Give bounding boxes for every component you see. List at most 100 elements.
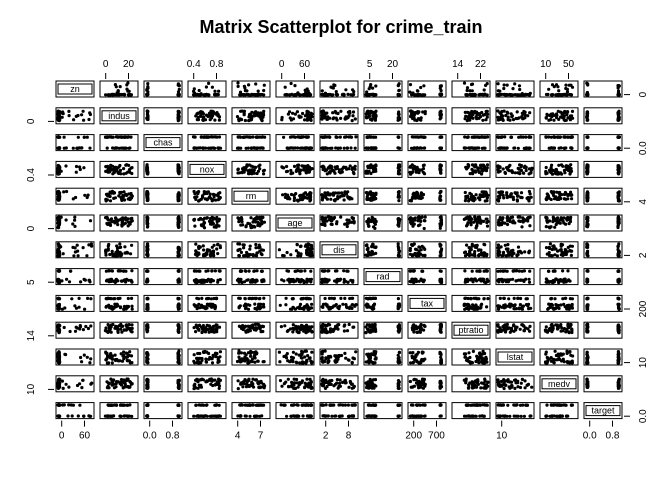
scatter-point bbox=[214, 198, 218, 202]
scatter-point bbox=[616, 296, 620, 300]
scatter-point bbox=[310, 302, 314, 306]
scatter-point bbox=[126, 89, 130, 93]
scatter-point bbox=[559, 110, 563, 114]
scatter-point bbox=[479, 163, 483, 167]
scatter-point bbox=[499, 135, 503, 139]
scatter-point bbox=[438, 269, 442, 273]
scatter-point bbox=[467, 163, 471, 167]
scatter-point bbox=[340, 170, 344, 174]
scatter-point bbox=[515, 198, 519, 202]
scatter-point bbox=[397, 172, 401, 176]
scatter-point bbox=[336, 277, 340, 281]
scatter-point bbox=[557, 117, 561, 121]
scatter-point bbox=[56, 118, 61, 122]
scatter-point bbox=[248, 168, 252, 172]
scatter-point bbox=[258, 163, 262, 167]
scatter-point bbox=[508, 305, 512, 309]
scatter-point bbox=[462, 146, 467, 150]
scatter-point bbox=[201, 146, 205, 150]
scatter-point bbox=[558, 218, 562, 222]
scatter-point bbox=[213, 269, 217, 273]
scatter-point bbox=[251, 296, 255, 301]
scatter-point bbox=[145, 222, 149, 226]
scatter-point bbox=[216, 146, 220, 150]
scatter-point bbox=[475, 279, 479, 283]
scatter-point bbox=[177, 269, 181, 273]
scatter-point bbox=[565, 218, 569, 222]
scatter-point bbox=[64, 218, 68, 222]
scatter-point bbox=[368, 166, 372, 170]
scatter-point bbox=[123, 221, 127, 225]
scatter-point bbox=[308, 168, 312, 172]
scatter-point bbox=[196, 118, 201, 122]
scatter-point bbox=[303, 269, 307, 273]
scatter-point bbox=[146, 172, 150, 176]
scatter-point bbox=[396, 297, 400, 301]
scatter-point bbox=[408, 170, 412, 174]
scatter-point bbox=[263, 135, 267, 139]
scatter-point bbox=[470, 217, 474, 221]
scatter-point bbox=[244, 269, 248, 273]
scatter-point bbox=[87, 117, 91, 122]
scatter-point bbox=[306, 246, 311, 250]
scatter-point bbox=[243, 118, 247, 123]
scatter-point bbox=[294, 192, 298, 196]
scatter-point bbox=[235, 115, 240, 119]
scatter-point bbox=[284, 296, 288, 300]
scatter-point bbox=[552, 193, 556, 198]
scatter-point bbox=[255, 269, 259, 273]
scatter-point bbox=[367, 224, 371, 228]
scatter-point bbox=[124, 171, 128, 175]
scatter-point bbox=[480, 146, 484, 150]
scatter-point bbox=[616, 245, 620, 249]
scatter-point bbox=[246, 307, 251, 311]
scatter-point bbox=[62, 146, 66, 150]
scatter-point bbox=[463, 250, 468, 254]
scatter-point bbox=[353, 117, 357, 121]
scatter-point bbox=[503, 171, 508, 175]
scatter-point bbox=[338, 304, 342, 308]
scatter-point bbox=[570, 109, 575, 113]
scatter-point bbox=[238, 247, 242, 251]
scatter-point bbox=[397, 112, 401, 116]
scatter-point bbox=[74, 170, 78, 174]
scatter-point bbox=[329, 166, 333, 170]
scatter-point bbox=[438, 198, 442, 202]
scatter-point bbox=[396, 93, 400, 97]
scatter-point bbox=[422, 246, 426, 250]
scatter-point bbox=[248, 135, 252, 139]
scatter-point bbox=[519, 135, 523, 139]
diag-label-age: age bbox=[287, 218, 302, 228]
scatter-point bbox=[523, 250, 527, 254]
scatter-point bbox=[585, 280, 589, 284]
scatter-point bbox=[200, 195, 205, 199]
scatter-point bbox=[252, 146, 256, 150]
scatter-point bbox=[468, 215, 472, 219]
scatter-point bbox=[320, 135, 324, 139]
scatter-point bbox=[237, 296, 241, 300]
scatter-point bbox=[204, 113, 209, 117]
scatter-point bbox=[289, 172, 293, 176]
scatter-point bbox=[334, 116, 338, 120]
scatter-point bbox=[549, 118, 553, 122]
scatter-point bbox=[260, 219, 264, 224]
scatter-point bbox=[503, 305, 507, 309]
scatter-point bbox=[412, 269, 416, 273]
scatter-point bbox=[56, 109, 60, 113]
scatter-point bbox=[280, 115, 284, 120]
scatter-point bbox=[204, 146, 208, 150]
scatter-point bbox=[408, 246, 412, 251]
scatter-point bbox=[249, 216, 253, 220]
scatter-point bbox=[145, 216, 149, 220]
scatter-point bbox=[247, 172, 251, 176]
scatter-point bbox=[548, 242, 553, 246]
scatter-point bbox=[483, 135, 487, 139]
scatter-point bbox=[372, 164, 376, 168]
scatter-point bbox=[351, 88, 355, 92]
scatter-point bbox=[324, 216, 328, 220]
scatter-point bbox=[248, 253, 252, 257]
scatter-point bbox=[145, 166, 149, 170]
scatter-point bbox=[85, 135, 89, 139]
scatter-point bbox=[397, 88, 401, 92]
scatter-point bbox=[241, 93, 246, 97]
